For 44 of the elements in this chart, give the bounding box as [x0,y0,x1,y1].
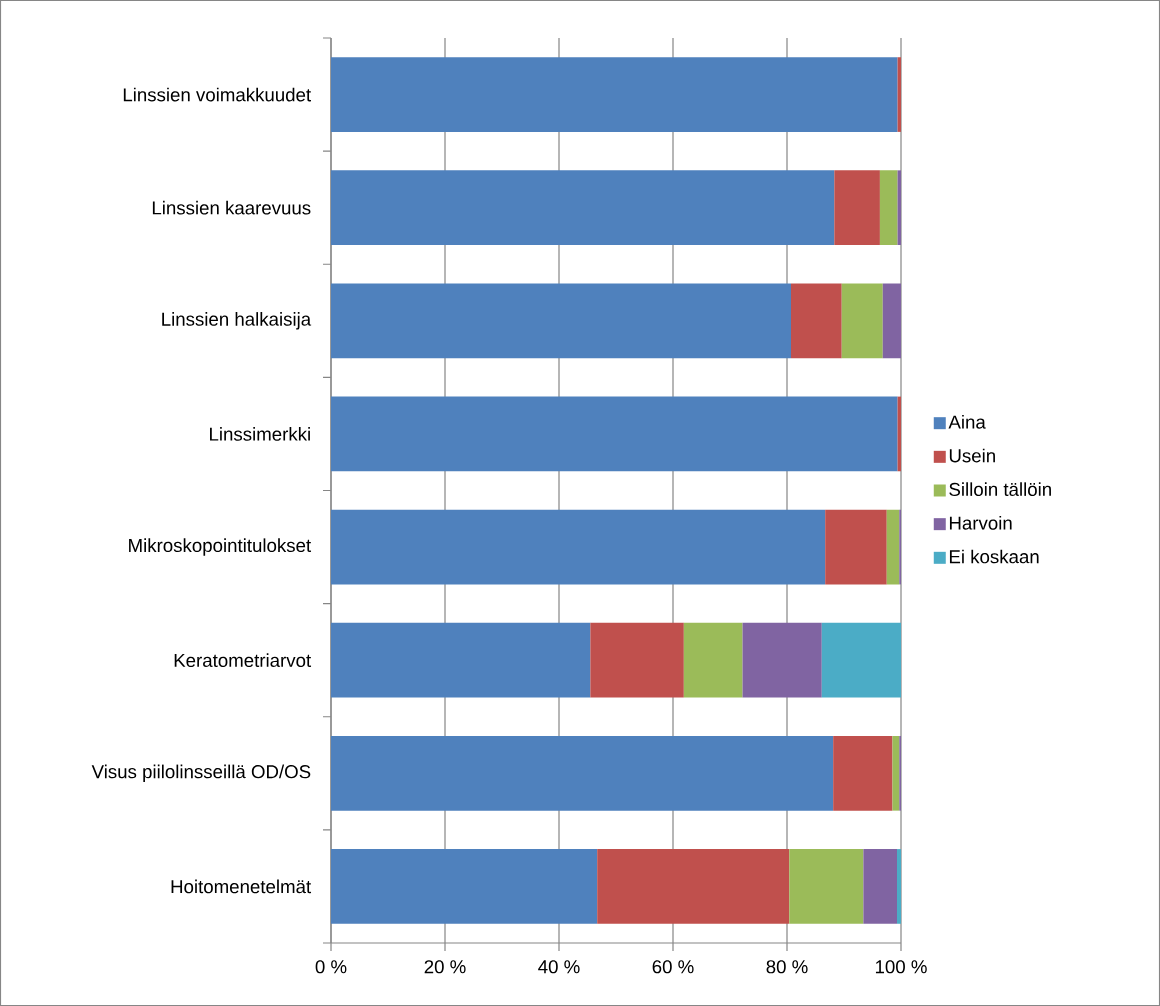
bar [892,735,900,811]
legend-label: Ei koskaan [949,549,1039,564]
bar [833,735,893,811]
bar [879,170,898,246]
bar [331,509,826,585]
y-tick-label: Hoitomenetelmät [171,879,312,894]
bar [886,509,900,585]
x-tick-label: 100 % [875,960,927,974]
bar [590,622,684,698]
bar [683,622,743,698]
legend-label: Aina [948,415,986,429]
bar [331,622,591,698]
bar [821,622,901,698]
x-tick-label: 20 % [424,960,466,974]
bar [897,849,901,924]
x-tick-label: 0 % [315,960,347,974]
bar [825,509,887,585]
y-tick-label: Keratometriarvot [174,653,312,668]
bar [597,849,790,924]
bar [863,849,898,924]
legend-label: Usein [949,448,995,463]
y-tick-label: Mikroskopointitulokset [129,538,312,556]
y-tick-label: Linssien voimakkuudet [123,87,311,102]
legend-label: Harvoin [949,515,1012,530]
bar [742,622,822,698]
y-tick-label: Linssien kaarevuus [152,200,311,215]
y-tick-label: Linssimerkki [210,427,310,441]
bar [789,849,864,924]
bar [834,170,880,246]
bar [331,283,791,359]
bar [841,283,883,359]
bar [331,57,898,132]
legend-label: Silloin tällöin [949,482,1051,497]
bar [790,283,842,359]
bar [331,735,834,811]
y-tick-label: Visus piilolinsseillä OD/OS [91,764,311,782]
x-tick-label: 80 % [766,960,808,974]
y-tick-label: Linssien halkaisija [162,312,312,330]
x-tick-label: 40 % [538,960,580,974]
x-tick-label: 60 % [652,960,694,974]
bar [331,849,598,924]
bar [331,170,835,246]
bar [331,396,898,472]
bar [882,283,901,359]
